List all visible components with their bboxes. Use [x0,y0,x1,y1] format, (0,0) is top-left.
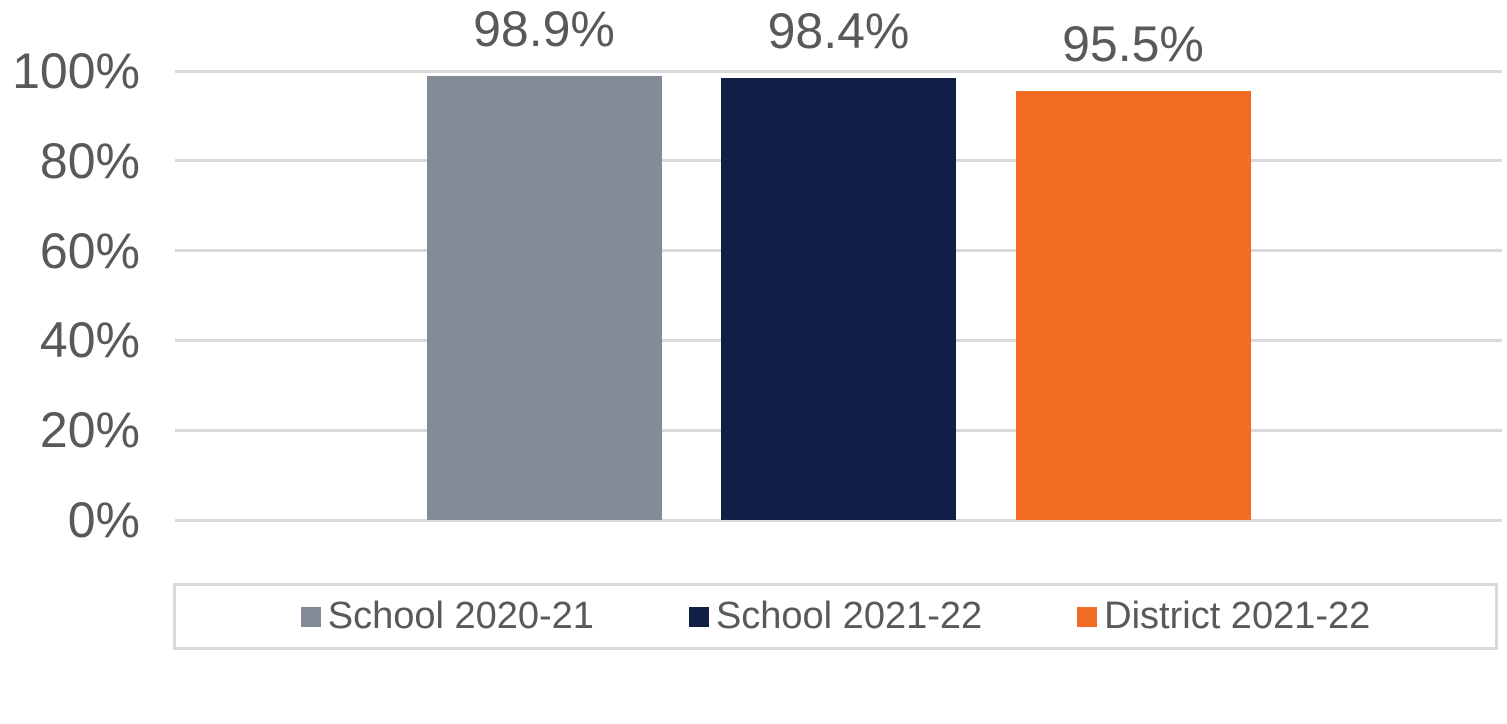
y-axis-tick-label: 80% [39,132,140,189]
y-axis: 0% 20% 40% 60% 80% 100% [0,43,140,548]
y-axis-tick-label: 60% [39,222,140,279]
legend: School 2020-21 School 2021-22 District 2… [173,583,1498,650]
legend-label: School 2020-21 [327,595,594,637]
legend-swatch-school-2021-22 [688,606,709,627]
data-label-district-2021-22: 95.5% [1062,16,1204,73]
bar-district-2021-22[interactable] [1015,91,1251,520]
bar-school-2020-21[interactable] [426,75,662,520]
y-axis-tick-label: 40% [39,312,140,369]
legend-swatch-school-2020-21 [300,606,321,627]
y-axis-tick-label: 100% [12,43,140,99]
gridline [175,69,1502,73]
data-label-school-2020-21: 98.9% [473,0,615,57]
legend-item-school-2021-22[interactable]: School 2021-22 [688,595,983,638]
bar-school-2021-22[interactable] [721,78,956,520]
gridline [175,518,1502,522]
legend-label: School 2021-22 [715,595,983,637]
data-label-school-2021-22: 98.4% [767,3,910,60]
y-axis-tick-label: 20% [39,402,140,459]
legend-item-school-2020-21[interactable]: School 2020-21 [300,595,594,638]
y-axis-tick-label: 0% [67,492,140,548]
legend-label: District 2021-22 [1104,595,1371,637]
legend-swatch-district-2021-22 [1077,606,1098,627]
legend-item-district-2021-22[interactable]: District 2021-22 [1077,595,1370,638]
plot-area: 98.9% 98.4% 95.5% [175,1,1502,522]
